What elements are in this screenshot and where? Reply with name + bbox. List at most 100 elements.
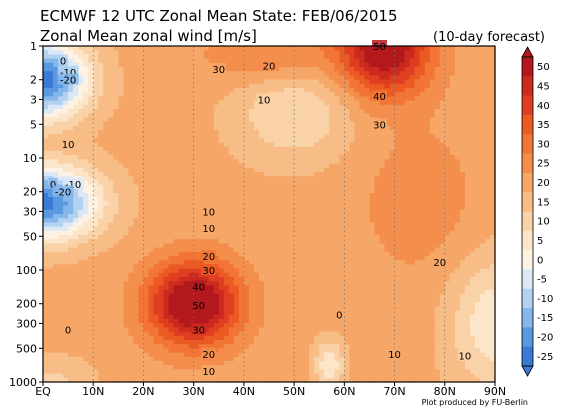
field-cell: [454, 113, 461, 118]
field-cell: [389, 138, 396, 144]
field-cell: [113, 209, 119, 215]
field-cell: [158, 209, 165, 215]
field-cell: [233, 121, 240, 127]
field-cell: [138, 50, 145, 55]
field-cell: [294, 247, 300, 253]
field-cell: [58, 130, 64, 135]
field-cell: [329, 100, 335, 106]
field-cell: [118, 163, 124, 169]
field-cell: [153, 46, 160, 51]
field-cell: [208, 176, 215, 181]
field-cell: [188, 205, 195, 211]
field-cell: [93, 176, 99, 181]
field-cell: [404, 268, 411, 274]
field-cell: [153, 121, 160, 127]
field-cell: [359, 142, 366, 148]
field-cell: [359, 125, 366, 131]
field-cell: [203, 71, 210, 76]
field-cell: [284, 260, 290, 265]
field-cell: [299, 83, 305, 89]
field-cell: [48, 71, 54, 76]
field-cell: [48, 193, 54, 198]
field-cell: [444, 247, 451, 253]
field-cell: [188, 117, 195, 123]
field-cell: [263, 75, 270, 81]
field-cell: [419, 214, 426, 219]
field-cell: [88, 214, 94, 219]
field-cell: [88, 92, 94, 97]
field-cell: [274, 264, 280, 270]
field-cell: [409, 239, 416, 244]
field-cell: [404, 54, 411, 60]
field-cell: [188, 151, 195, 156]
field-cell: [319, 134, 325, 139]
field-cell: [349, 121, 355, 127]
field-cell: [113, 188, 119, 194]
field-cell: [474, 268, 481, 274]
field-cell: [444, 134, 451, 139]
field-cell: [68, 50, 74, 55]
field-cell: [193, 151, 200, 156]
field-cell: [464, 117, 471, 123]
field-cell: [148, 218, 155, 223]
field-cell: [193, 79, 200, 85]
field-cell: [73, 272, 79, 278]
field-cell: [183, 50, 190, 55]
field-cell: [228, 138, 235, 144]
field-cell: [98, 167, 104, 173]
field-cell: [399, 176, 406, 181]
field-cell: [248, 96, 255, 102]
field-cell: [58, 209, 64, 215]
field-cell: [188, 96, 195, 102]
field-cell: [168, 75, 175, 81]
field-cell: [409, 256, 416, 261]
field-cell: [158, 230, 165, 236]
field-cell: [439, 226, 446, 232]
field-cell: [284, 264, 290, 270]
field-cell: [88, 151, 94, 156]
field-cell: [233, 130, 240, 135]
field-cell: [168, 96, 175, 102]
field-cell: [399, 104, 406, 110]
field-cell: [53, 172, 59, 177]
field-cell: [163, 159, 170, 165]
field-cell: [258, 71, 265, 76]
field-cell: [113, 256, 119, 261]
field-cell: [133, 172, 140, 177]
field-cell: [138, 104, 145, 110]
field-cell: [78, 155, 84, 160]
field-cell: [223, 109, 230, 114]
field-cell: [434, 151, 441, 156]
field-cell: [449, 226, 456, 232]
field-cell: [213, 100, 220, 106]
field-cell: [63, 117, 69, 123]
field-cell: [394, 83, 401, 89]
field-cell: [429, 142, 436, 148]
field-cell: [108, 62, 114, 68]
field-cell: [153, 109, 160, 114]
field-cell: [78, 268, 84, 274]
field-cell: [63, 256, 69, 261]
field-cell: [294, 146, 300, 152]
field-cell: [399, 146, 406, 152]
field-cell: [108, 188, 114, 194]
field-cell: [384, 167, 391, 173]
field-cell: [68, 205, 74, 211]
field-cell: [349, 230, 355, 236]
field-cell: [198, 100, 205, 106]
field-cell: [474, 134, 481, 139]
field-cell: [83, 260, 89, 265]
field-cell: [158, 201, 165, 207]
field-cell: [429, 104, 436, 110]
field-cell: [73, 256, 79, 261]
field-cell: [319, 79, 325, 85]
field-cell: [248, 75, 255, 81]
field-cell: [459, 184, 466, 190]
field-cell: [389, 222, 396, 228]
field-cell: [329, 71, 335, 76]
field-cell: [233, 201, 240, 207]
field-cell: [218, 163, 225, 169]
field-cell: [314, 50, 320, 55]
field-cell: [103, 75, 109, 81]
field-cell: [48, 62, 54, 68]
